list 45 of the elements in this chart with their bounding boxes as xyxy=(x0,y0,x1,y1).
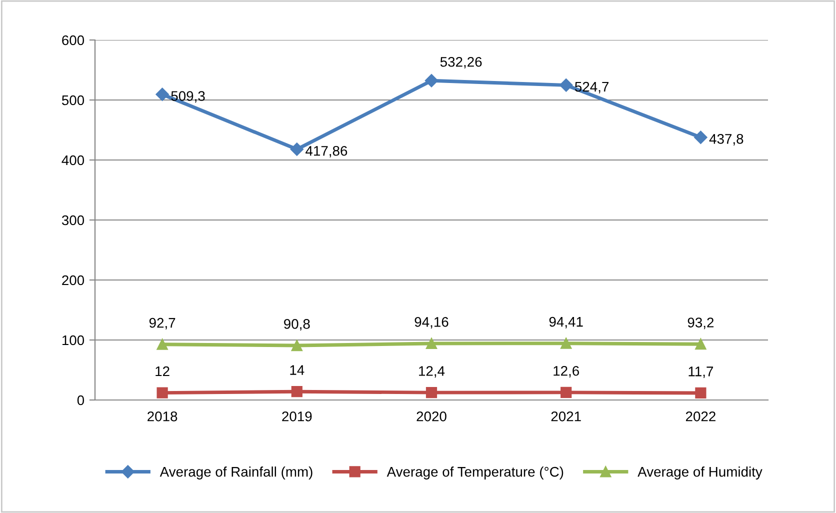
data-label: 437,8 xyxy=(709,134,744,146)
x-tick-label: 2022 xyxy=(686,411,716,422)
y-tick-label: 400 xyxy=(62,155,84,166)
data-label: 509,3 xyxy=(171,91,205,103)
data-label: 90,8 xyxy=(284,319,310,331)
point xyxy=(156,338,168,350)
data-label: 12,4 xyxy=(419,366,445,378)
point xyxy=(426,387,438,398)
data-label: 14 xyxy=(290,365,304,375)
point xyxy=(694,130,708,144)
point xyxy=(560,386,572,398)
y-tick-label: 600 xyxy=(62,35,84,46)
y-tick-label: 100 xyxy=(62,335,84,346)
legend-label: Average of Temperature (°C) xyxy=(386,466,564,480)
point xyxy=(695,387,706,399)
data-label: 524,7 xyxy=(574,82,608,94)
data-label: 12,6 xyxy=(554,366,580,378)
x-tick-label: 2020 xyxy=(416,411,446,422)
point xyxy=(426,338,438,350)
x-tick-label: 2021 xyxy=(551,411,581,422)
y-tick-label: 200 xyxy=(62,275,84,286)
y-tick-label: 300 xyxy=(62,215,84,226)
x-tick-label: 2019 xyxy=(282,411,312,422)
point xyxy=(560,338,572,349)
data-label: 93,2 xyxy=(688,318,714,330)
point xyxy=(290,142,304,156)
point xyxy=(156,88,169,102)
point xyxy=(695,338,706,350)
data-label: 532,26 xyxy=(440,56,482,68)
data-label: 12 xyxy=(156,366,170,376)
x-tick-label: 2018 xyxy=(148,411,178,422)
legend-label: Average of Humidity xyxy=(638,466,762,480)
data-label: 11,7 xyxy=(688,366,714,378)
point xyxy=(291,386,302,398)
y-tick-label: 500 xyxy=(62,95,84,106)
point xyxy=(291,340,302,352)
data-label: 92,7 xyxy=(149,318,176,330)
point xyxy=(424,74,438,88)
legend-label: Average of Rainfall (mm) xyxy=(160,466,312,480)
data-label: 94,41 xyxy=(549,316,583,328)
y-tick-label: 0 xyxy=(77,395,84,406)
point xyxy=(156,387,168,398)
point xyxy=(560,78,573,92)
data-label: 94,16 xyxy=(414,317,448,329)
data-label: 417,86 xyxy=(306,146,348,158)
